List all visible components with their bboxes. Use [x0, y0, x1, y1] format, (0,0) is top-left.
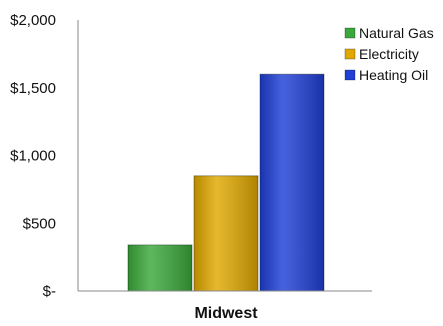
legend-swatch: [344, 69, 356, 81]
legend-swatch: [344, 27, 356, 39]
y-tick-label: $1,000: [10, 148, 56, 165]
legend-item: Heating Oil: [344, 67, 428, 83]
bar-electricity: [193, 175, 259, 292]
legend: Natural Gas Electricity Heating Oil: [344, 25, 434, 83]
y-tick-label: $-: [43, 283, 56, 300]
bar-natural-gas: [127, 244, 193, 292]
legend-label: Electricity: [359, 46, 419, 62]
x-axis: Midwest: [78, 290, 372, 322]
legend-item: Electricity: [344, 46, 419, 62]
legend-label: Heating Oil: [359, 67, 428, 83]
legend-swatch: [344, 48, 356, 60]
legend-item: Natural Gas: [344, 25, 434, 41]
y-tick-label: $500: [23, 215, 56, 232]
category-label: Midwest: [194, 305, 258, 322]
y-tick-label: $2,000: [10, 12, 56, 29]
y-axis: $- $500 $1,000 $1,500 $2,000: [10, 12, 79, 300]
legend-label: Natural Gas: [359, 25, 434, 41]
bars: [127, 73, 325, 292]
y-tick-label: $1,500: [10, 80, 56, 97]
bar-heating-oil: [259, 73, 325, 292]
